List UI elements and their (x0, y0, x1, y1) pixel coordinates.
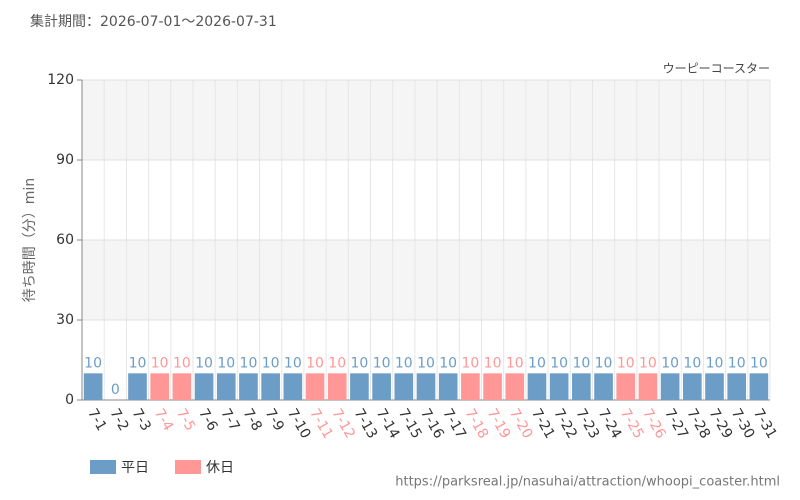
value-label: 10 (217, 355, 235, 371)
bar (172, 373, 192, 400)
y-tick-label: 0 (65, 392, 74, 408)
y-axis-label: 待ち時間（分）min (22, 178, 38, 302)
value-label: 0 (111, 382, 120, 398)
value-label: 10 (84, 355, 102, 371)
bar (461, 373, 480, 400)
value-label: 10 (528, 355, 546, 371)
x-tick-label: 7-2 (106, 406, 131, 434)
value-label: 10 (328, 355, 346, 371)
x-tick-label: 7-7 (217, 406, 242, 434)
bar (150, 373, 169, 400)
value-label: 10 (306, 355, 324, 371)
bar (239, 373, 258, 400)
bar (483, 373, 502, 400)
value-label: 10 (129, 355, 147, 371)
value-label: 10 (595, 355, 613, 371)
bar (327, 373, 347, 400)
value-label: 10 (572, 355, 590, 371)
x-tick-label: 7-3 (129, 406, 154, 434)
grid-band (82, 240, 770, 320)
y-tick-label: 90 (56, 152, 74, 168)
value-label: 10 (550, 355, 568, 371)
x-tick-label: 7-1 (84, 406, 109, 434)
x-tick-label: 7-6 (195, 406, 220, 434)
chart-subtitle: 集計期間：2026-07-01～2026-07-31 (30, 13, 277, 30)
value-label: 10 (461, 355, 479, 371)
bar (128, 373, 147, 400)
bar (83, 373, 103, 400)
value-label: 10 (439, 355, 457, 371)
value-label: 10 (395, 355, 413, 371)
x-tick-label: 7-5 (173, 406, 198, 434)
value-label: 10 (173, 355, 191, 371)
bar (727, 373, 747, 400)
bar (350, 373, 369, 400)
bar (394, 373, 414, 400)
y-tick-label: 30 (56, 312, 74, 328)
source-url: https://parksreal.jp/nasuhai/attraction/… (395, 475, 780, 490)
x-tick-label: 7-31 (750, 406, 780, 442)
value-label: 10 (484, 355, 502, 371)
bar (416, 373, 436, 400)
value-label: 10 (284, 355, 302, 371)
legend-swatch (175, 460, 201, 474)
y-tick-label: 120 (47, 72, 74, 88)
bar (616, 373, 636, 400)
x-tick-label: 7-8 (240, 406, 265, 434)
legend-swatch (90, 460, 116, 474)
value-label: 10 (151, 355, 169, 371)
legend-label: 休日 (206, 460, 234, 476)
bar (572, 373, 591, 400)
value-label: 10 (195, 355, 213, 371)
value-label: 10 (617, 355, 635, 371)
value-label: 10 (728, 355, 746, 371)
bar (549, 373, 569, 400)
x-tick-label: 7-9 (262, 406, 287, 434)
bar (305, 373, 325, 400)
bar (638, 373, 658, 400)
bar (527, 373, 547, 400)
bar (749, 373, 769, 400)
bar (438, 373, 458, 400)
value-label: 10 (683, 355, 701, 371)
value-label: 10 (506, 355, 524, 371)
bar (505, 373, 525, 400)
value-label: 10 (661, 355, 679, 371)
bar (194, 373, 214, 400)
value-label: 10 (240, 355, 258, 371)
chart-title: ウーピーコースター (663, 62, 770, 76)
grid-band (82, 80, 770, 160)
bar (372, 373, 391, 400)
bar (216, 373, 236, 400)
x-tick-label: 7-4 (151, 406, 176, 434)
bar (283, 373, 303, 400)
bar (683, 373, 702, 400)
value-label: 10 (373, 355, 391, 371)
value-label: 10 (351, 355, 369, 371)
value-label: 10 (750, 355, 768, 371)
value-label: 10 (639, 355, 657, 371)
legend-label: 平日 (121, 460, 149, 476)
value-label: 10 (417, 355, 435, 371)
value-label: 10 (262, 355, 280, 371)
bar (660, 373, 680, 400)
bar (705, 373, 724, 400)
y-tick-label: 60 (56, 232, 74, 248)
value-label: 10 (706, 355, 724, 371)
bar (594, 373, 613, 400)
bar (261, 373, 280, 400)
